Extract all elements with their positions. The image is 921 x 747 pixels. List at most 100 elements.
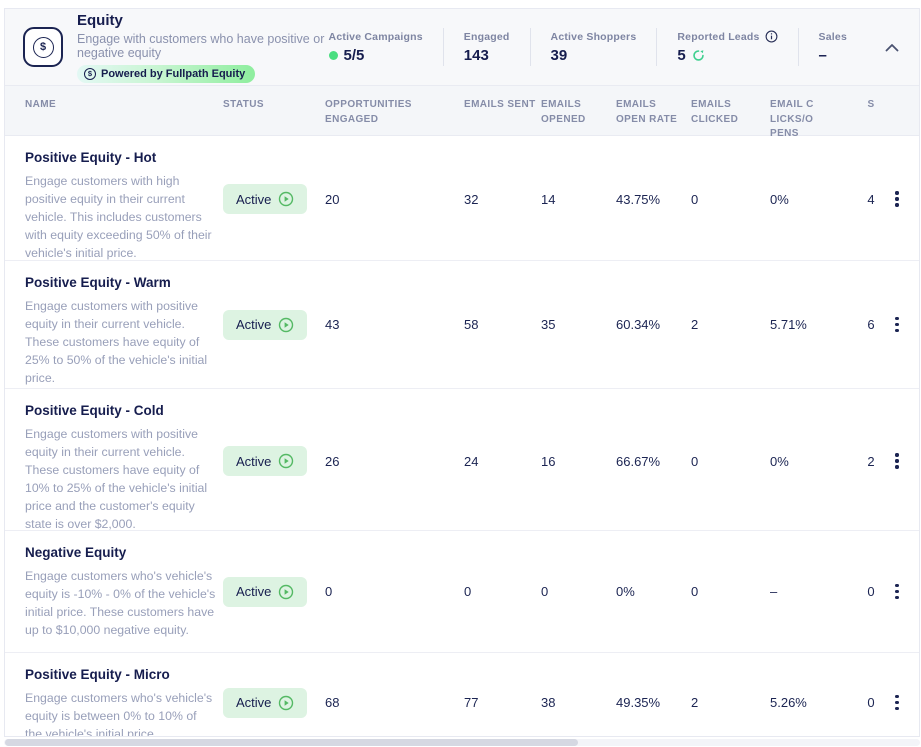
- page-subtitle: Engage with customers who have positive …: [77, 31, 325, 60]
- stat-label: Active Shoppers: [550, 30, 637, 43]
- campaign-name: Positive Equity - Hot: [25, 150, 157, 165]
- kebab-menu-button[interactable]: [891, 185, 903, 212]
- opportunities-engaged-value: 68: [325, 695, 340, 710]
- email-clicks-opens-value: 5.71%: [770, 317, 807, 332]
- campaign-description: Engage customers with positive equity in…: [25, 299, 208, 385]
- active-status-dot: [328, 50, 338, 60]
- column-header-emails-clicked: Emails Clicked: [691, 99, 739, 125]
- stat-reported-leads: Reported Leads 5: [657, 30, 797, 64]
- play-icon: [279, 453, 294, 469]
- emails-open-rate-value: 66.67%: [616, 453, 661, 469]
- column-header-truncated: S: [867, 99, 875, 110]
- truncated-col-value: 6: [867, 317, 875, 332]
- stat-value: 5/5: [343, 46, 365, 64]
- truncated-col-value: 0: [867, 584, 875, 599]
- status-label: Active: [236, 317, 272, 332]
- column-header-name: Name: [25, 99, 57, 110]
- emails-open-rate-value: 49.35%: [616, 695, 661, 710]
- email-clicks-opens-value: –: [770, 584, 778, 599]
- emails-opened-value: 14: [541, 191, 556, 207]
- column-header-email-clicks-opens: Email Clicks/Opens: [770, 99, 814, 139]
- stat-label: Engaged: [463, 30, 510, 43]
- status-badge[interactable]: Active: [223, 184, 308, 214]
- truncated-col-value: 0: [867, 695, 875, 710]
- status-badge[interactable]: Active: [223, 687, 308, 718]
- play-icon: [279, 191, 294, 207]
- stat-sales: Sales –: [799, 31, 867, 64]
- status-badge[interactable]: Active: [223, 446, 308, 476]
- stat-value: 39: [550, 46, 568, 64]
- table-row: Positive Equity - Micro Engage customers…: [5, 653, 919, 737]
- table-row: Positive Equity - Cold Engage customers …: [5, 389, 919, 531]
- campaign-name: Positive Equity - Warm: [25, 275, 171, 290]
- emails-open-rate-value: 60.34%: [616, 317, 661, 332]
- campaign-name: Positive Equity - Cold: [25, 403, 164, 418]
- status-label: Active: [236, 584, 272, 599]
- stat-engaged: Engaged 143: [444, 31, 530, 64]
- column-header-emails-opened: Emails Opened: [541, 99, 586, 125]
- leads-refresh-icon: [692, 50, 704, 61]
- emails-opened-value: 0: [541, 584, 549, 599]
- divider: [529, 28, 531, 66]
- emails-sent-value: 77: [464, 695, 479, 710]
- page-title: Equity: [77, 11, 123, 29]
- stats-bar: Active Campaigns 5/5 Engaged 143 Active …: [328, 28, 903, 66]
- horizontal-scrollbar: [4, 739, 920, 746]
- truncated-col-value: 4: [867, 191, 875, 207]
- stat-label: Active Campaigns: [328, 30, 423, 43]
- opportunities-engaged-value: 43: [325, 317, 340, 332]
- emails-sent-value: 32: [464, 191, 479, 207]
- opportunities-engaged-value: 20: [325, 191, 340, 207]
- column-header-emails-sent: Emails Sent: [464, 99, 536, 110]
- email-clicks-opens-value: 0%: [770, 191, 789, 207]
- play-icon: [279, 695, 294, 710]
- kebab-menu-button[interactable]: [891, 311, 903, 338]
- emails-opened-value: 35: [541, 317, 556, 332]
- stat-label: Reported Leads: [677, 30, 760, 43]
- divider: [656, 28, 658, 66]
- campaign-description: Engage customers with high positive equi…: [25, 174, 212, 260]
- divider: [797, 28, 799, 66]
- emails-open-rate-value: 43.75%: [616, 191, 661, 207]
- panel-header: $ Equity Engage with customers who have …: [5, 9, 919, 86]
- play-icon: [279, 317, 294, 332]
- chevron-up-icon: [885, 43, 899, 51]
- truncated-col-value: 2: [867, 453, 875, 469]
- emails-clicked-value: 0: [691, 453, 699, 469]
- status-badge[interactable]: Active: [223, 309, 308, 340]
- column-header-actions: [891, 86, 919, 142]
- kebab-menu-button[interactable]: [891, 447, 903, 474]
- kebab-menu-button[interactable]: [891, 689, 903, 716]
- stat-active-campaigns: Active Campaigns 5/5: [328, 30, 443, 64]
- status-badge[interactable]: Active: [223, 576, 308, 607]
- stat-value: 5: [677, 47, 686, 64]
- status-label: Active: [236, 191, 272, 207]
- collapse-panel-button[interactable]: [881, 39, 903, 56]
- opportunities-engaged-value: 0: [325, 584, 333, 599]
- emails-clicked-value: 2: [691, 317, 699, 332]
- campaign-description: Engage customers who's vehicle's equity …: [25, 569, 216, 637]
- emails-clicked-value: 0: [691, 584, 699, 599]
- emails-sent-value: 24: [464, 453, 479, 469]
- table-row: Negative Equity Engage customers who's v…: [5, 531, 919, 653]
- table-header-row: Name Status Opportunities Engaged Emails…: [5, 86, 919, 139]
- column-header-emails-open-rate: Emails Open Rate: [616, 99, 678, 125]
- column-header-opportunities-engaged: Opportunities Engaged: [325, 99, 412, 125]
- kebab-menu-button[interactable]: [891, 578, 903, 605]
- divider: [442, 28, 444, 66]
- campaign-name: Negative Equity: [25, 545, 127, 560]
- emails-clicked-value: 0: [691, 191, 699, 207]
- campaign-description: Engage customers who's vehicle's equity …: [25, 691, 213, 737]
- opportunities-engaged-value: 26: [325, 453, 340, 469]
- stat-label: Sales: [818, 30, 847, 43]
- stat-active-shoppers: Active Shoppers 39: [531, 31, 657, 64]
- email-clicks-opens-value: 0%: [770, 453, 789, 469]
- emails-opened-value: 16: [541, 453, 556, 469]
- emails-opened-value: 38: [541, 695, 556, 710]
- info-icon[interactable]: [765, 30, 778, 43]
- status-label: Active: [236, 453, 272, 469]
- equity-dollar-icon: $: [23, 27, 63, 67]
- emails-open-rate-value: 0%: [616, 584, 635, 599]
- powered-by-label: Powered by Fullpath Equity: [101, 67, 246, 80]
- horizontal-scrollbar-thumb[interactable]: [5, 739, 578, 746]
